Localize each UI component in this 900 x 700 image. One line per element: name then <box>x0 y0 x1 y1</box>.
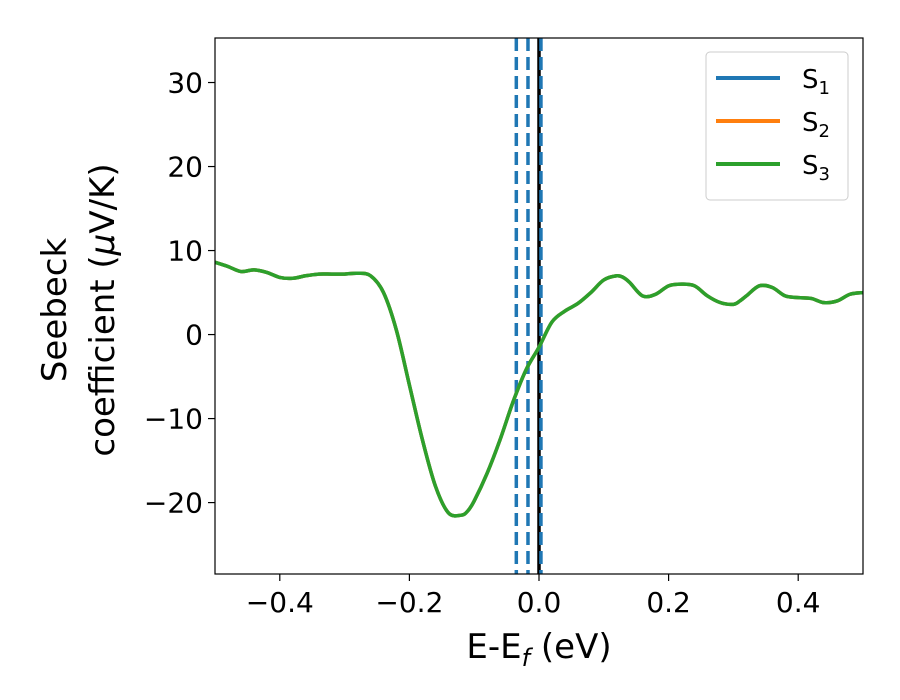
legend-label-s2: S2 <box>802 108 830 142</box>
x-tick-label: 0.0 <box>517 586 562 619</box>
y-tick-label: −20 <box>144 487 203 520</box>
series-line-s3 <box>215 260 863 518</box>
y-tick-label: 30 <box>167 67 203 100</box>
y-tick-label: −10 <box>144 403 203 436</box>
x-tick-label: 0.4 <box>776 586 821 619</box>
x-tick-label: −0.2 <box>375 586 443 619</box>
y-axis-label-line1: Seebeck <box>35 238 75 383</box>
y-tick-label: 0 <box>185 319 203 352</box>
y-axis-ticks: −20 −10 0 10 20 30 <box>144 67 215 520</box>
y-axis-label-line2: coefficient (μV/K) <box>83 163 123 456</box>
y-axis-label: Seebeck coefficient (μV/K) <box>35 163 123 456</box>
y-tick-label: 10 <box>167 235 203 268</box>
legend: S1 S2 S3 <box>705 51 849 201</box>
x-axis-label: E-Ef (eV) <box>466 627 611 672</box>
x-tick-label: 0.2 <box>646 586 691 619</box>
x-axis-ticks: −0.4 −0.2 0.0 0.2 0.4 <box>246 574 821 619</box>
reference-lines <box>514 38 543 574</box>
series-layer <box>215 260 863 518</box>
legend-label-s3: S3 <box>802 151 830 185</box>
y-tick-label: 20 <box>167 151 203 184</box>
x-tick-label: −0.4 <box>246 586 314 619</box>
legend-label-s1: S1 <box>802 65 830 99</box>
